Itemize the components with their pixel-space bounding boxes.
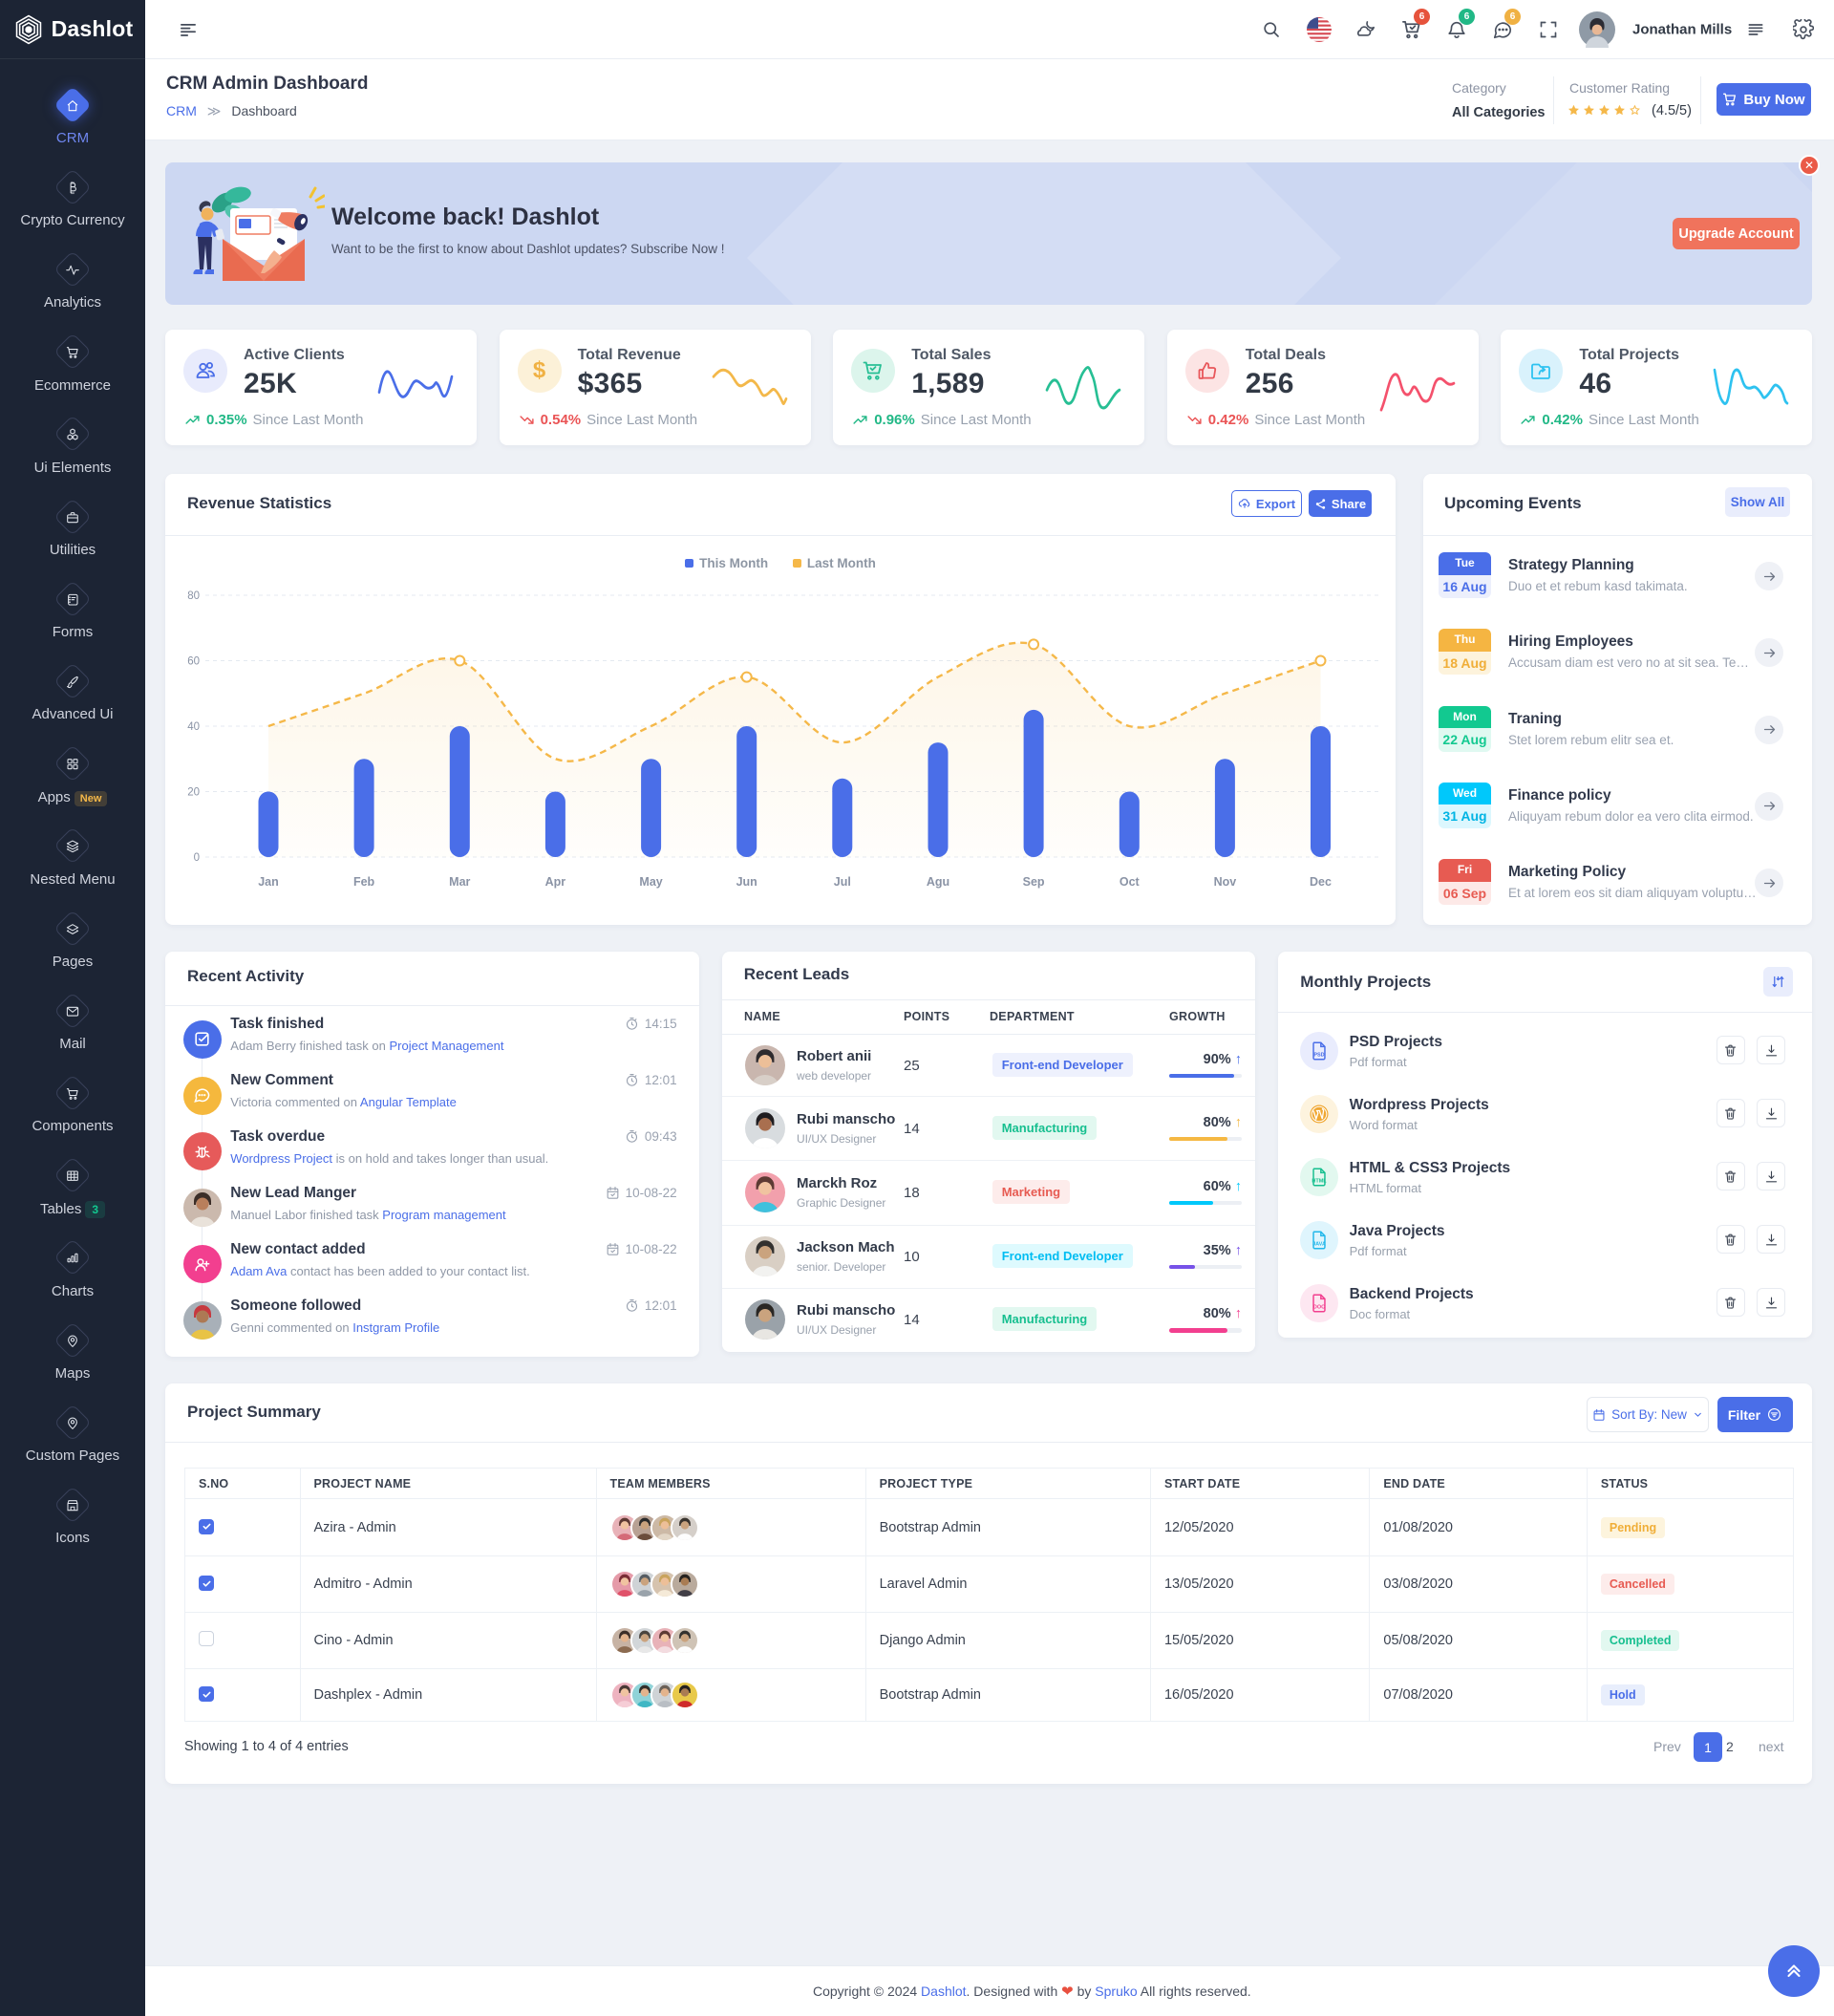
svg-text:Apr: Apr: [545, 875, 566, 889]
svg-text:40: 40: [187, 721, 200, 733]
svg-text:Mar: Mar: [449, 875, 470, 889]
svg-text:0: 0: [194, 852, 200, 864]
svg-text:80: 80: [187, 590, 200, 602]
svg-text:DOC: DOC: [1312, 1305, 1324, 1311]
svg-text:Agu: Agu: [927, 875, 949, 889]
svg-text:Dec: Dec: [1310, 875, 1332, 889]
svg-text:HTML: HTML: [1312, 1179, 1327, 1185]
svg-text:Sep: Sep: [1023, 875, 1045, 889]
svg-text:Feb: Feb: [353, 875, 375, 889]
svg-text:JAVA: JAVA: [1312, 1242, 1326, 1248]
svg-text:PSD: PSD: [1313, 1053, 1324, 1059]
svg-text:60: 60: [187, 656, 200, 668]
svg-text:Jul: Jul: [834, 875, 851, 889]
svg-text:Jan: Jan: [258, 875, 279, 889]
svg-text:20: 20: [187, 787, 200, 799]
svg-text:May: May: [639, 875, 662, 889]
svg-text:Oct: Oct: [1120, 875, 1141, 889]
svg-text:Jun: Jun: [736, 875, 757, 889]
svg-text:Nov: Nov: [1214, 875, 1237, 889]
